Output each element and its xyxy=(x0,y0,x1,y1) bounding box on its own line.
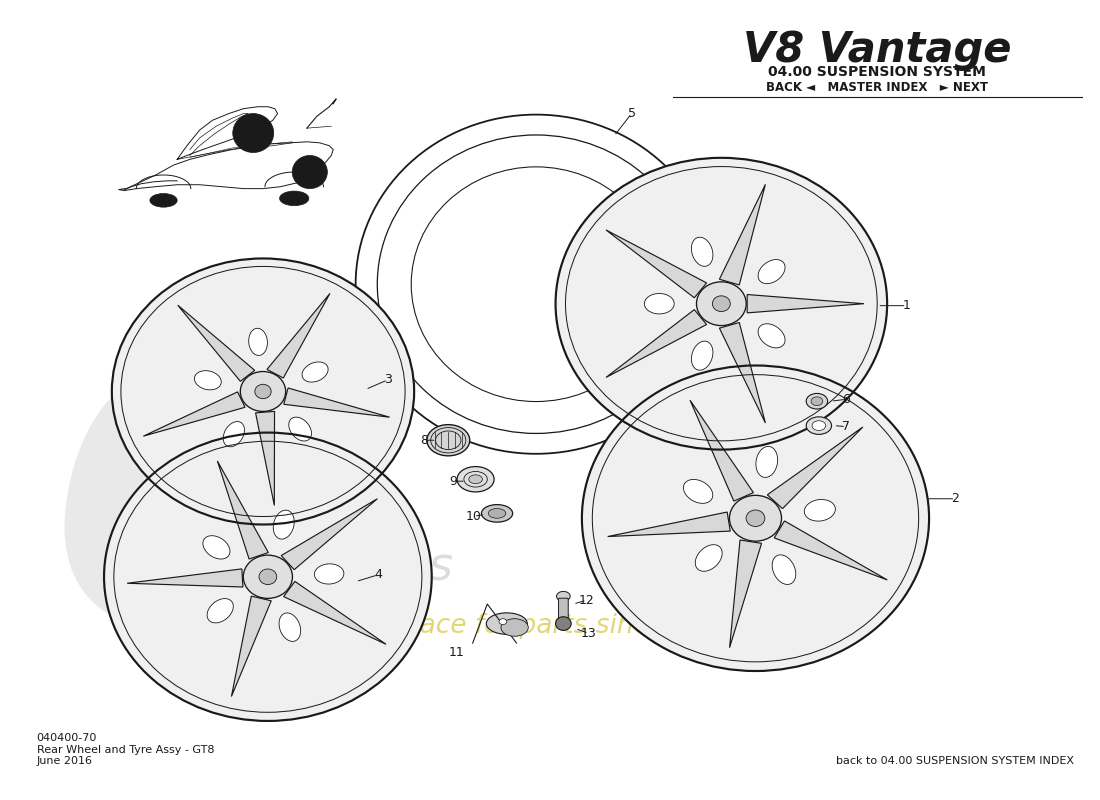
Ellipse shape xyxy=(811,397,823,406)
Ellipse shape xyxy=(289,417,311,441)
Polygon shape xyxy=(747,294,864,313)
Ellipse shape xyxy=(758,259,785,284)
Polygon shape xyxy=(774,521,888,580)
Ellipse shape xyxy=(243,555,293,598)
Ellipse shape xyxy=(692,341,713,370)
Polygon shape xyxy=(178,305,255,382)
Ellipse shape xyxy=(812,421,826,430)
Polygon shape xyxy=(719,322,766,423)
Text: 9: 9 xyxy=(449,474,458,488)
Text: 7: 7 xyxy=(843,420,850,433)
Polygon shape xyxy=(143,392,245,436)
Ellipse shape xyxy=(692,238,713,266)
Text: 8: 8 xyxy=(420,434,428,446)
Ellipse shape xyxy=(746,510,764,526)
Polygon shape xyxy=(606,310,706,378)
Ellipse shape xyxy=(582,366,930,671)
Ellipse shape xyxy=(488,509,506,518)
Ellipse shape xyxy=(695,545,723,571)
Ellipse shape xyxy=(207,598,233,623)
Text: 3: 3 xyxy=(384,374,392,386)
Ellipse shape xyxy=(279,613,300,642)
Text: Rear Wheel and Tyre Assy - GT8: Rear Wheel and Tyre Assy - GT8 xyxy=(36,745,215,754)
Polygon shape xyxy=(267,294,330,378)
Ellipse shape xyxy=(273,510,294,539)
Ellipse shape xyxy=(469,475,483,484)
Polygon shape xyxy=(606,230,706,298)
Ellipse shape xyxy=(150,194,177,207)
Ellipse shape xyxy=(499,618,507,625)
Ellipse shape xyxy=(240,371,286,411)
Text: 040400-70: 040400-70 xyxy=(36,733,97,743)
Ellipse shape xyxy=(112,258,415,525)
Ellipse shape xyxy=(713,296,730,311)
Ellipse shape xyxy=(556,158,887,450)
Text: 2: 2 xyxy=(952,492,959,506)
Polygon shape xyxy=(128,569,243,587)
Text: 1: 1 xyxy=(903,299,911,312)
Text: a place for parts since 1985: a place for parts since 1985 xyxy=(371,613,740,638)
Polygon shape xyxy=(284,582,386,644)
Text: 11: 11 xyxy=(448,646,464,659)
Ellipse shape xyxy=(249,328,267,355)
Ellipse shape xyxy=(557,591,570,601)
Text: back to 04.00 SUSPENSION SYSTEM INDEX: back to 04.00 SUSPENSION SYSTEM INDEX xyxy=(836,756,1075,766)
Polygon shape xyxy=(690,400,754,501)
Polygon shape xyxy=(284,388,389,418)
Ellipse shape xyxy=(645,294,674,314)
Polygon shape xyxy=(231,596,272,697)
Ellipse shape xyxy=(202,536,230,559)
Text: 04.00 SUSPENSION SYSTEM: 04.00 SUSPENSION SYSTEM xyxy=(769,65,987,78)
Ellipse shape xyxy=(427,425,470,456)
Text: 13: 13 xyxy=(581,627,596,640)
Ellipse shape xyxy=(279,191,309,206)
Ellipse shape xyxy=(302,362,328,382)
Ellipse shape xyxy=(255,384,272,398)
Ellipse shape xyxy=(683,479,713,503)
Ellipse shape xyxy=(500,618,528,636)
Text: BACK ◄   MASTER INDEX   ► NEXT: BACK ◄ MASTER INDEX ► NEXT xyxy=(767,82,989,94)
Ellipse shape xyxy=(729,495,781,541)
Ellipse shape xyxy=(258,569,277,585)
Ellipse shape xyxy=(482,505,513,522)
Ellipse shape xyxy=(223,422,244,446)
Ellipse shape xyxy=(756,446,778,478)
Ellipse shape xyxy=(772,555,795,585)
Polygon shape xyxy=(729,540,761,648)
Polygon shape xyxy=(768,427,862,509)
FancyBboxPatch shape xyxy=(559,598,569,620)
Polygon shape xyxy=(607,512,730,537)
Text: 10: 10 xyxy=(465,510,482,523)
Ellipse shape xyxy=(195,370,221,390)
Text: e: e xyxy=(46,223,382,735)
Polygon shape xyxy=(218,461,268,559)
Ellipse shape xyxy=(293,155,328,189)
Text: 12: 12 xyxy=(579,594,595,606)
Ellipse shape xyxy=(696,282,746,326)
Ellipse shape xyxy=(806,417,832,434)
Polygon shape xyxy=(719,184,766,285)
Ellipse shape xyxy=(758,324,785,348)
Polygon shape xyxy=(255,411,275,506)
Ellipse shape xyxy=(486,613,527,634)
Text: V8 Vantage: V8 Vantage xyxy=(744,29,1012,70)
Ellipse shape xyxy=(804,499,835,521)
Ellipse shape xyxy=(315,564,344,584)
Text: 5: 5 xyxy=(628,107,636,120)
Ellipse shape xyxy=(556,617,571,630)
Ellipse shape xyxy=(233,114,274,153)
Polygon shape xyxy=(282,498,377,570)
Text: 6: 6 xyxy=(843,393,850,406)
Ellipse shape xyxy=(806,394,827,409)
Text: eurospares: eurospares xyxy=(189,545,453,590)
Text: June 2016: June 2016 xyxy=(36,756,92,766)
Ellipse shape xyxy=(458,466,494,492)
Text: 4: 4 xyxy=(374,568,382,582)
Ellipse shape xyxy=(104,433,431,721)
